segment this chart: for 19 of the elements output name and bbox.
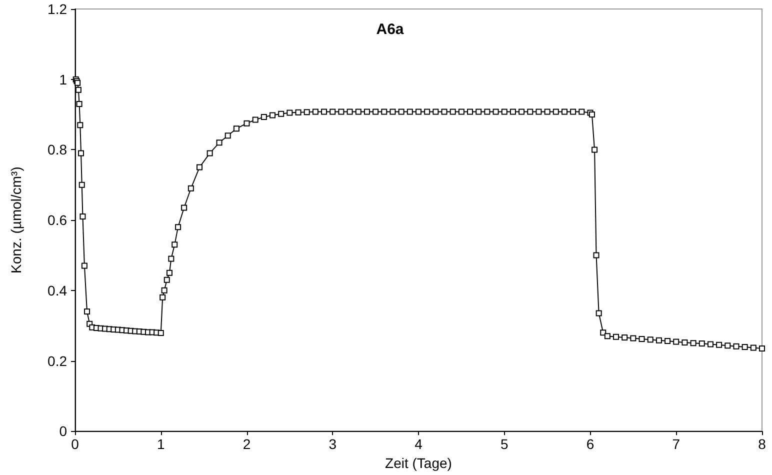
- x-tick-label: 4: [414, 436, 423, 452]
- y-tick-label: 1.2: [48, 1, 68, 17]
- x-tick-label: 0: [71, 436, 80, 452]
- y-tick-label: 0.6: [48, 212, 68, 228]
- x-tick-label: 1: [156, 436, 165, 452]
- x-tick-label: 7: [672, 436, 680, 452]
- y-tick-label: 1: [59, 71, 68, 88]
- y-tick-label: 0.4: [48, 282, 68, 298]
- y-axis-title: Konz. (µmol/cm³): [8, 166, 24, 274]
- y-tick-label: 0.2: [48, 352, 68, 369]
- text: A6a: [376, 21, 404, 38]
- x-tick-label: 6: [586, 436, 594, 452]
- x-tick-label: 3: [328, 436, 337, 452]
- x-tick-label: 5: [500, 436, 508, 452]
- y-tick-label: 0: [59, 423, 68, 440]
- y-tick-label: 0.8: [48, 142, 68, 158]
- x-axis-title: Zeit (Tage): [385, 455, 452, 471]
- x-tick-label: 2: [242, 436, 251, 452]
- x-tick-label: 8: [758, 436, 766, 452]
